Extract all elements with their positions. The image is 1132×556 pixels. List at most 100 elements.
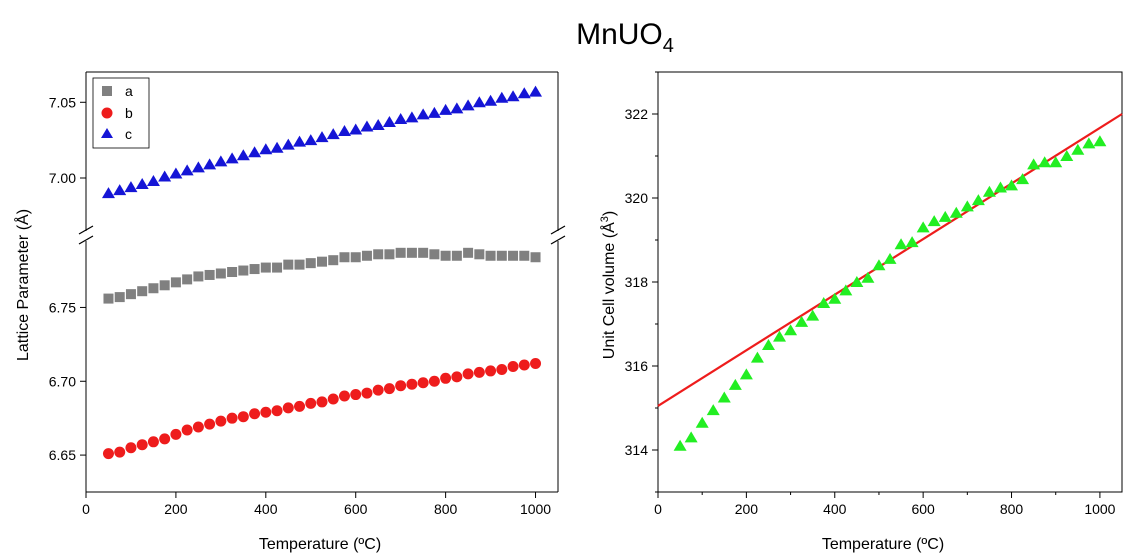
data-point-a xyxy=(148,283,159,294)
data-point-a xyxy=(519,250,530,261)
data-point-c xyxy=(146,175,160,187)
data-point-a xyxy=(215,268,226,279)
data-point-c xyxy=(203,158,217,170)
right-x-tick-label: 400 xyxy=(823,501,847,517)
data-point-c xyxy=(236,149,250,161)
data-point-c xyxy=(439,103,453,115)
data-point-volume xyxy=(1060,150,1074,161)
data-point-b xyxy=(305,397,317,409)
data-point-volume xyxy=(717,391,731,403)
chart-title: MnUO4 xyxy=(576,18,674,57)
right-y-tick-label: 318 xyxy=(625,274,649,290)
data-point-b xyxy=(170,428,182,440)
data-point-c xyxy=(225,152,239,164)
data-point-b xyxy=(451,371,463,383)
axis-break-mark xyxy=(550,235,566,245)
data-point-c xyxy=(371,119,385,130)
right-x-tick-label: 600 xyxy=(911,501,935,517)
data-point-a xyxy=(159,280,170,291)
legend-a-label: a xyxy=(125,83,133,99)
data-point-c xyxy=(248,146,262,158)
data-point-c xyxy=(495,91,509,103)
data-point-volume xyxy=(773,330,787,342)
data-point-a xyxy=(361,250,372,261)
data-point-c xyxy=(427,106,441,118)
right-y-tick-label: 322 xyxy=(625,106,649,122)
data-point-b xyxy=(395,380,407,392)
right-x-axis-label: Temperature (ºC) xyxy=(822,536,944,553)
data-point-a xyxy=(474,249,485,260)
data-point-a xyxy=(463,247,474,258)
data-point-volume xyxy=(1005,179,1019,191)
data-point-b xyxy=(338,390,350,402)
left-x-tick-label: 0 xyxy=(82,501,90,517)
left-x-tick-label: 1000 xyxy=(520,501,551,517)
data-point-b xyxy=(271,405,283,417)
data-point-b xyxy=(417,377,429,389)
data-point-b xyxy=(215,415,227,427)
left-plot-area: 0 200 400 600 800 1000 6.65 6.70 6.75 7.00 7.05 xyxy=(49,71,566,517)
data-point-b xyxy=(260,406,272,418)
data-point-b xyxy=(440,372,452,384)
data-point-volume xyxy=(1082,137,1096,149)
right-x-tick-label: 0 xyxy=(654,501,662,517)
data-point-a xyxy=(328,255,339,266)
right-plot-area: 0 200 400 600 800 1000 314 316 318 320 322 xyxy=(625,71,1123,517)
left-x-tick-label: 400 xyxy=(254,501,278,517)
data-point-b xyxy=(125,442,137,454)
data-point-volume xyxy=(938,210,952,222)
left-x-tick-label: 200 xyxy=(164,501,188,517)
data-point-a xyxy=(384,249,395,260)
data-point-c xyxy=(101,187,115,199)
data-point-a xyxy=(317,256,327,267)
data-point-a xyxy=(440,250,451,261)
data-point-c xyxy=(113,184,127,196)
data-point-b xyxy=(473,366,485,378)
data-point-a xyxy=(395,247,406,258)
data-point-b xyxy=(518,359,530,371)
data-point-b xyxy=(294,400,306,412)
data-point-volume xyxy=(960,200,974,212)
data-point-volume xyxy=(949,206,963,218)
data-point-a xyxy=(294,259,305,270)
data-point-a xyxy=(406,247,417,258)
data-point-b xyxy=(181,424,193,436)
data-point-c xyxy=(506,90,520,102)
data-point-a xyxy=(170,277,181,288)
data-point-a xyxy=(508,250,519,261)
left-y-tick-label: 6.75 xyxy=(49,299,76,315)
legend: a b c xyxy=(92,77,150,149)
legend-b-marker xyxy=(101,107,113,119)
data-point-a xyxy=(125,289,136,300)
data-point-c xyxy=(360,120,374,132)
axis-break-mark xyxy=(78,225,94,235)
data-point-volume xyxy=(806,309,820,321)
data-point-b xyxy=(102,448,114,460)
data-point-c xyxy=(135,178,149,190)
data-point-b xyxy=(372,384,384,396)
data-point-b xyxy=(462,368,474,380)
data-point-b xyxy=(282,402,294,414)
data-point-b xyxy=(136,439,148,451)
left-y-tick-label: 6.65 xyxy=(49,447,76,463)
data-point-volume xyxy=(761,339,775,350)
data-point-b xyxy=(249,408,261,420)
data-point-a xyxy=(530,252,541,263)
right-y-tick-label: 320 xyxy=(625,190,649,206)
data-point-c xyxy=(484,94,498,106)
left-x-axis-label: Temperature (ºC) xyxy=(259,536,381,553)
data-point-volume xyxy=(1093,135,1107,147)
data-point-b xyxy=(192,421,204,433)
data-point-c xyxy=(270,141,284,153)
data-point-c xyxy=(124,181,138,193)
data-point-c xyxy=(382,115,396,127)
data-point-b xyxy=(159,433,171,445)
data-point-b xyxy=(530,358,542,370)
left-x-tick-label: 800 xyxy=(434,501,458,517)
data-point-c xyxy=(517,87,531,99)
data-point-a xyxy=(249,264,260,275)
data-point-volume xyxy=(872,259,886,271)
data-point-volume xyxy=(784,324,798,336)
data-point-c xyxy=(259,143,273,155)
data-point-volume xyxy=(1038,156,1052,168)
